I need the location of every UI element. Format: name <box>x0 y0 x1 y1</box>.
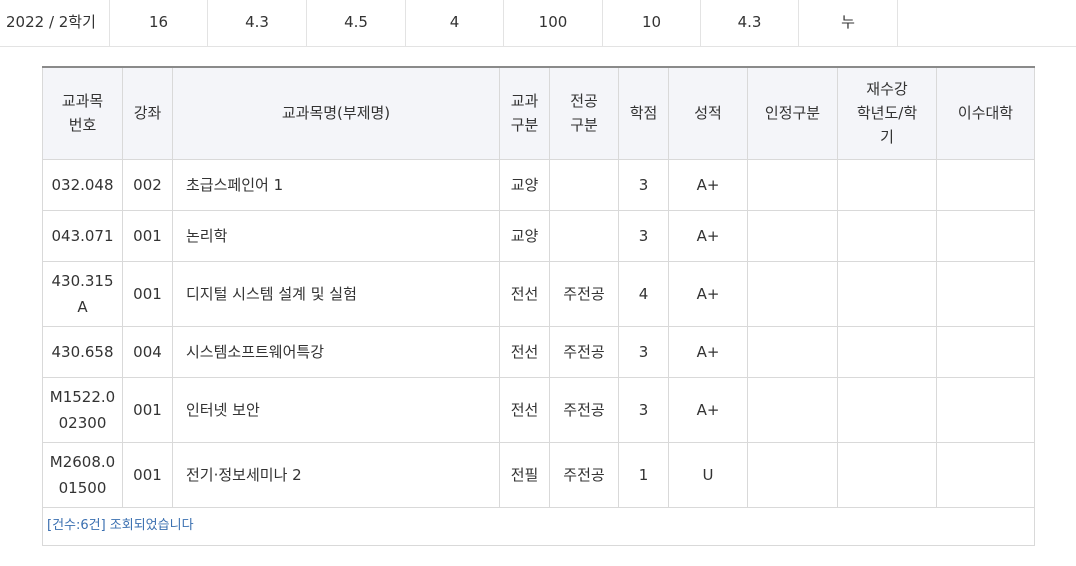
cell-course-name: 시스템소프트웨어특강 <box>172 325 500 378</box>
semester-summary-row: 2022 / 2학기 16 4.3 4.5 4 100 10 4.3 누 <box>0 0 1076 47</box>
cell-section: 001 <box>122 260 173 327</box>
cell-retake <box>837 325 937 378</box>
table-row: 430.315 A 001 디지털 시스템 설계 및 실험 전선 주전공 4 A… <box>42 260 1035 327</box>
cell-course-no: 430.315 A <box>42 260 123 327</box>
cell-course-type: 교양 <box>499 158 550 211</box>
cell-major-type <box>549 158 619 211</box>
cell-course-no: M2608.0 01500 <box>42 441 123 508</box>
cell-retake <box>837 376 937 443</box>
cell-grade: A+ <box>668 325 748 378</box>
grade-table: 교과목 번호 강좌 교과목명(부제명) 교과 구분 전공 구분 학점 성적 인정… <box>42 66 1035 546</box>
cell-retake <box>837 441 937 508</box>
cell-retake <box>837 209 937 262</box>
cell-credits: 3 <box>618 158 669 211</box>
table-row: 032.048 002 초급스페인어 1 교양 3 A+ <box>42 158 1035 211</box>
table-header-row: 교과목 번호 강좌 교과목명(부제명) 교과 구분 전공 구분 학점 성적 인정… <box>42 66 1035 160</box>
cell-recognition <box>747 325 838 378</box>
cell-credits: 3 <box>618 325 669 378</box>
summary-cell: 4 <box>406 0 504 46</box>
summary-cell: 100 <box>504 0 603 46</box>
header-credits: 학점 <box>618 66 669 160</box>
header-retake: 재수강 학년도/학 기 <box>837 66 937 160</box>
cell-college <box>936 441 1035 508</box>
cell-college <box>936 158 1035 211</box>
header-recognition: 인정구분 <box>747 66 838 160</box>
cell-course-no: M1522.0 02300 <box>42 376 123 443</box>
cell-retake <box>837 260 937 327</box>
cell-section: 002 <box>122 158 173 211</box>
cell-college <box>936 209 1035 262</box>
cell-credits: 3 <box>618 376 669 443</box>
cell-credits: 4 <box>618 260 669 327</box>
table-row: 043.071 001 논리학 교양 3 A+ <box>42 209 1035 262</box>
table-row: 430.658 004 시스템소프트웨어특강 전선 주전공 3 A+ <box>42 325 1035 378</box>
cell-college <box>936 376 1035 443</box>
cell-course-name: 인터넷 보안 <box>172 376 500 443</box>
cell-credits: 3 <box>618 209 669 262</box>
cell-course-name: 디지털 시스템 설계 및 실험 <box>172 260 500 327</box>
cell-course-name: 논리학 <box>172 209 500 262</box>
cell-course-no: 032.048 <box>42 158 123 211</box>
cell-recognition <box>747 209 838 262</box>
cell-grade: A+ <box>668 209 748 262</box>
cell-grade: A+ <box>668 260 748 327</box>
summary-semester: 2022 / 2학기 <box>0 0 110 46</box>
summary-cell: 10 <box>603 0 701 46</box>
cell-section: 004 <box>122 325 173 378</box>
cell-credits: 1 <box>618 441 669 508</box>
summary-cell: 4.3 <box>701 0 799 46</box>
header-grade: 성적 <box>668 66 748 160</box>
header-college: 이수대학 <box>936 66 1035 160</box>
cell-major-type <box>549 209 619 262</box>
summary-cell: 4.5 <box>307 0 406 46</box>
cell-course-type: 전필 <box>499 441 550 508</box>
table-row: M1522.0 02300 001 인터넷 보안 전선 주전공 3 A+ <box>42 376 1035 443</box>
cell-retake <box>837 158 937 211</box>
result-count-text: [건수:6건] 조회되었습니다 <box>42 506 1035 546</box>
cell-course-name: 초급스페인어 1 <box>172 158 500 211</box>
header-course-name: 교과목명(부제명) <box>172 66 500 160</box>
cell-college <box>936 260 1035 327</box>
cell-grade: A+ <box>668 376 748 443</box>
cell-major-type: 주전공 <box>549 441 619 508</box>
cell-recognition <box>747 158 838 211</box>
cell-grade: U <box>668 441 748 508</box>
table-footer-row: [건수:6건] 조회되었습니다 <box>42 506 1035 546</box>
cell-recognition <box>747 260 838 327</box>
cell-recognition <box>747 376 838 443</box>
cell-section: 001 <box>122 441 173 508</box>
header-major-type: 전공 구분 <box>549 66 619 160</box>
cell-course-name: 전기·정보세미나 2 <box>172 441 500 508</box>
cell-course-type: 전선 <box>499 376 550 443</box>
summary-cell: 4.3 <box>208 0 307 46</box>
header-section: 강좌 <box>122 66 173 160</box>
cell-major-type: 주전공 <box>549 376 619 443</box>
cell-course-type: 전선 <box>499 325 550 378</box>
cell-grade: A+ <box>668 158 748 211</box>
cell-major-type: 주전공 <box>549 325 619 378</box>
cell-recognition <box>747 441 838 508</box>
cell-college <box>936 325 1035 378</box>
header-course-type: 교과 구분 <box>499 66 550 160</box>
cell-section: 001 <box>122 376 173 443</box>
table-row: M2608.0 01500 001 전기·정보세미나 2 전필 주전공 1 U <box>42 441 1035 508</box>
cell-section: 001 <box>122 209 173 262</box>
header-course-no: 교과목 번호 <box>42 66 123 160</box>
summary-cell: 누 <box>799 0 898 46</box>
summary-cell: 16 <box>110 0 208 46</box>
cell-major-type: 주전공 <box>549 260 619 327</box>
cell-course-no: 043.071 <box>42 209 123 262</box>
cell-course-type: 교양 <box>499 209 550 262</box>
cell-course-type: 전선 <box>499 260 550 327</box>
cell-course-no: 430.658 <box>42 325 123 378</box>
